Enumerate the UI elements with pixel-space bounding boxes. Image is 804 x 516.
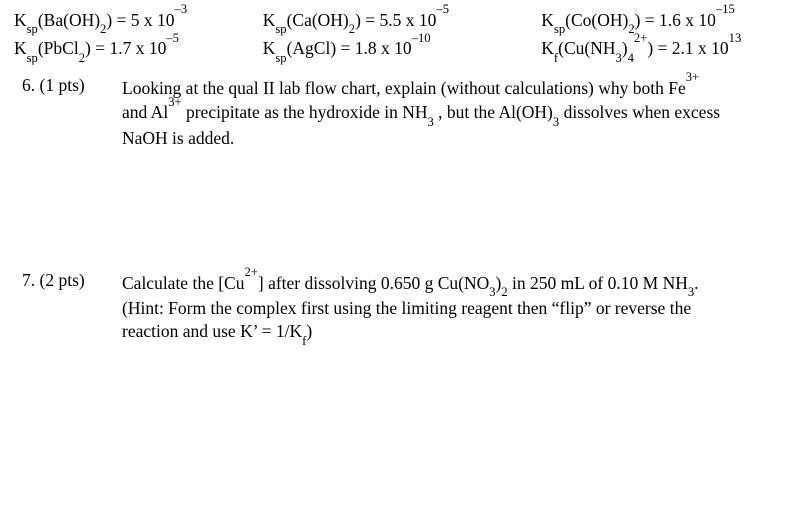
- question-6: 6. (1 pts) Looking at the qual II lab fl…: [14, 75, 790, 150]
- question-6-number: 6. (1 pts): [14, 75, 122, 150]
- question-6-body: Looking at the qual II lab flow chart, e…: [122, 75, 790, 150]
- question-7-body: Calculate the [Cu2+] after dissolving 0.…: [122, 270, 790, 346]
- constants-row-2: Ksp(PbCl2) = 1.7 x 10–5 Ksp(AgCl) = 1.8 …: [14, 36, 790, 62]
- question-7: 7. (2 pts) Calculate the [Cu2+] after di…: [14, 270, 790, 346]
- question-7-number: 7. (2 pts): [14, 270, 122, 346]
- constants-row-1: Ksp(Ba(OH)2) = 5 x 10–3 Ksp(Ca(OH)2) = 5…: [14, 8, 790, 34]
- const-ba-oh2: Ksp(Ba(OH)2) = 5 x 10–3: [14, 8, 263, 34]
- const-agcl: Ksp(AgCl) = 1.8 x 10–10: [263, 36, 542, 62]
- const-co-oh2: Ksp(Co(OH)2) = 1.6 x 10–15: [541, 8, 790, 34]
- const-kf-cu-nh3: Kf(Cu(NH3)42+) = 2.1 x 1013: [541, 36, 790, 62]
- const-ca-oh2: Ksp(Ca(OH)2) = 5.5 x 10–5: [263, 8, 542, 34]
- const-pbcl2: Ksp(PbCl2) = 1.7 x 10–5: [14, 36, 263, 62]
